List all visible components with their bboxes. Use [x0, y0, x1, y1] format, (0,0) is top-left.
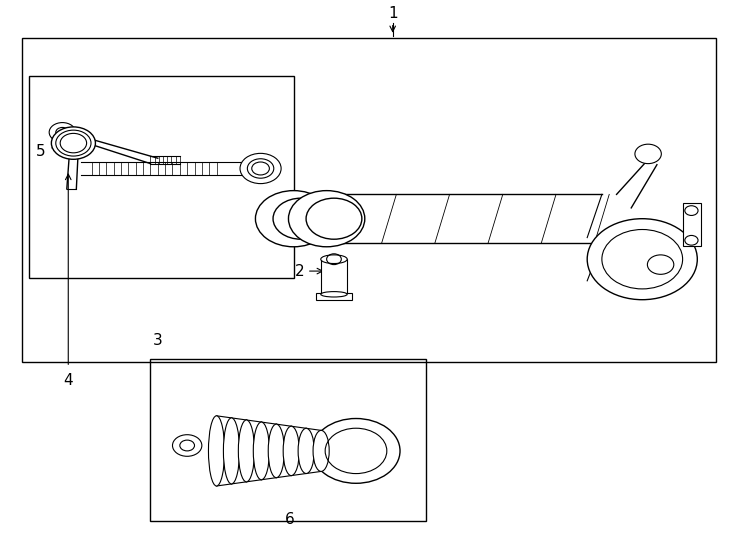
Ellipse shape	[283, 426, 299, 476]
Bar	[22, 38, 716, 362]
Circle shape	[647, 255, 674, 274]
Text: 5: 5	[35, 144, 46, 159]
Circle shape	[306, 198, 362, 239]
Text: 1: 1	[388, 6, 398, 21]
Ellipse shape	[298, 428, 314, 474]
Circle shape	[635, 144, 661, 164]
Ellipse shape	[253, 422, 269, 480]
Circle shape	[172, 435, 202, 456]
Ellipse shape	[239, 420, 255, 482]
Text: 3: 3	[153, 333, 163, 348]
Bar	[683, 202, 701, 246]
Circle shape	[587, 219, 697, 300]
Circle shape	[255, 191, 332, 247]
Ellipse shape	[321, 292, 347, 297]
Text: 2: 2	[294, 264, 305, 279]
Circle shape	[273, 198, 329, 239]
Circle shape	[240, 153, 281, 184]
Circle shape	[288, 191, 365, 247]
Circle shape	[312, 418, 400, 483]
Text: 4: 4	[63, 373, 73, 388]
Circle shape	[51, 127, 95, 159]
Ellipse shape	[208, 416, 225, 486]
Bar	[316, 293, 352, 300]
Ellipse shape	[268, 424, 284, 478]
Ellipse shape	[313, 430, 329, 471]
Text: 6: 6	[285, 512, 295, 527]
Bar	[29, 76, 294, 278]
Ellipse shape	[223, 418, 239, 484]
Bar	[321, 259, 347, 294]
Bar	[150, 359, 426, 521]
Ellipse shape	[321, 255, 347, 264]
